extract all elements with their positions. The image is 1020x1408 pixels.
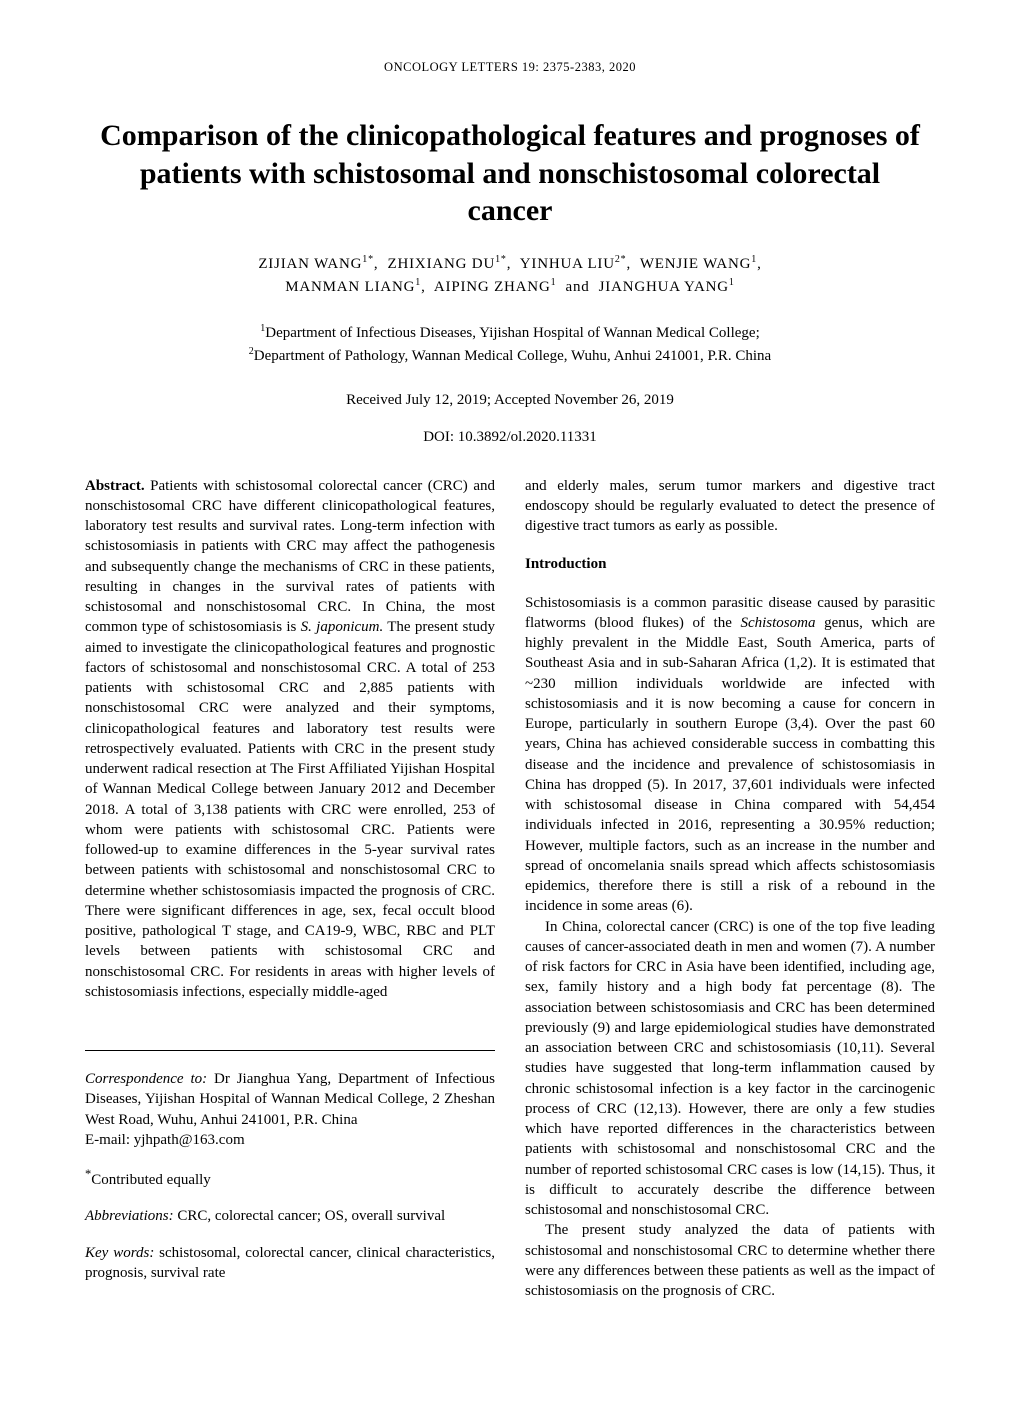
abstract-text-1: Patients with schistosomal colorectal ca… <box>85 478 495 636</box>
correspondence-label: Correspondence to: <box>85 1071 207 1087</box>
correspondence-email: E-mail: yjhpath@163.com <box>85 1132 245 1148</box>
doi: DOI: 10.3892/ol.2020.11331 <box>85 429 935 446</box>
intro-para-2: In China, colorectal cancer (CRC) is one… <box>525 917 935 1221</box>
body-columns: Abstract. Patients with schistosomal col… <box>85 476 935 1314</box>
intro-para-1: Schistosomiasis is a common parasitic di… <box>525 593 935 917</box>
contributed-text: Contributed equally <box>91 1172 211 1188</box>
article-title: Comparison of the clinicopathological fe… <box>85 117 935 230</box>
abstract-italic: S. japonicum. <box>301 619 384 635</box>
footer-block: Correspondence to: Dr Jianghua Yang, Dep… <box>85 1050 495 1283</box>
abbreviations-text: CRC, colorectal cancer; OS, overall surv… <box>174 1208 446 1224</box>
abbreviations-label: Abbreviations: <box>85 1208 174 1224</box>
abstract-label: Abstract. <box>85 478 145 494</box>
correspondence: Correspondence to: Dr Jianghua Yang, Dep… <box>85 1069 495 1150</box>
intro-p1b: genus, which are highly prevalent in the… <box>525 615 935 915</box>
footer-divider <box>85 1050 495 1051</box>
affiliations: 1Department of Infectious Diseases, Yiji… <box>85 321 935 368</box>
contributed-note: *Contributed equally <box>85 1166 495 1190</box>
abstract-text-2: The present study aimed to investigate t… <box>85 619 495 1000</box>
authors-list: ZIJIAN WANG1*, ZHIXIANG DU1*, YINHUA LIU… <box>85 252 935 299</box>
keywords: Key words: schistosomal, colorectal canc… <box>85 1243 495 1284</box>
introduction-heading: Introduction <box>525 554 935 574</box>
abbreviations: Abbreviations: CRC, colorectal cancer; O… <box>85 1206 495 1226</box>
abstract-section: Abstract. Patients with schistosomal col… <box>85 476 495 1003</box>
abstract-continuation: and elderly males, serum tumor markers a… <box>525 476 935 537</box>
intro-p1-italic: Schistosoma <box>740 615 815 631</box>
intro-para-3: The present study analyzed the data of p… <box>525 1220 935 1301</box>
journal-citation: ONCOLOGY LETTERS 19: 2375-2383, 2020 <box>85 60 935 75</box>
keywords-label: Key words: <box>85 1245 154 1261</box>
received-accepted-dates: Received July 12, 2019; Accepted Novembe… <box>85 392 935 409</box>
